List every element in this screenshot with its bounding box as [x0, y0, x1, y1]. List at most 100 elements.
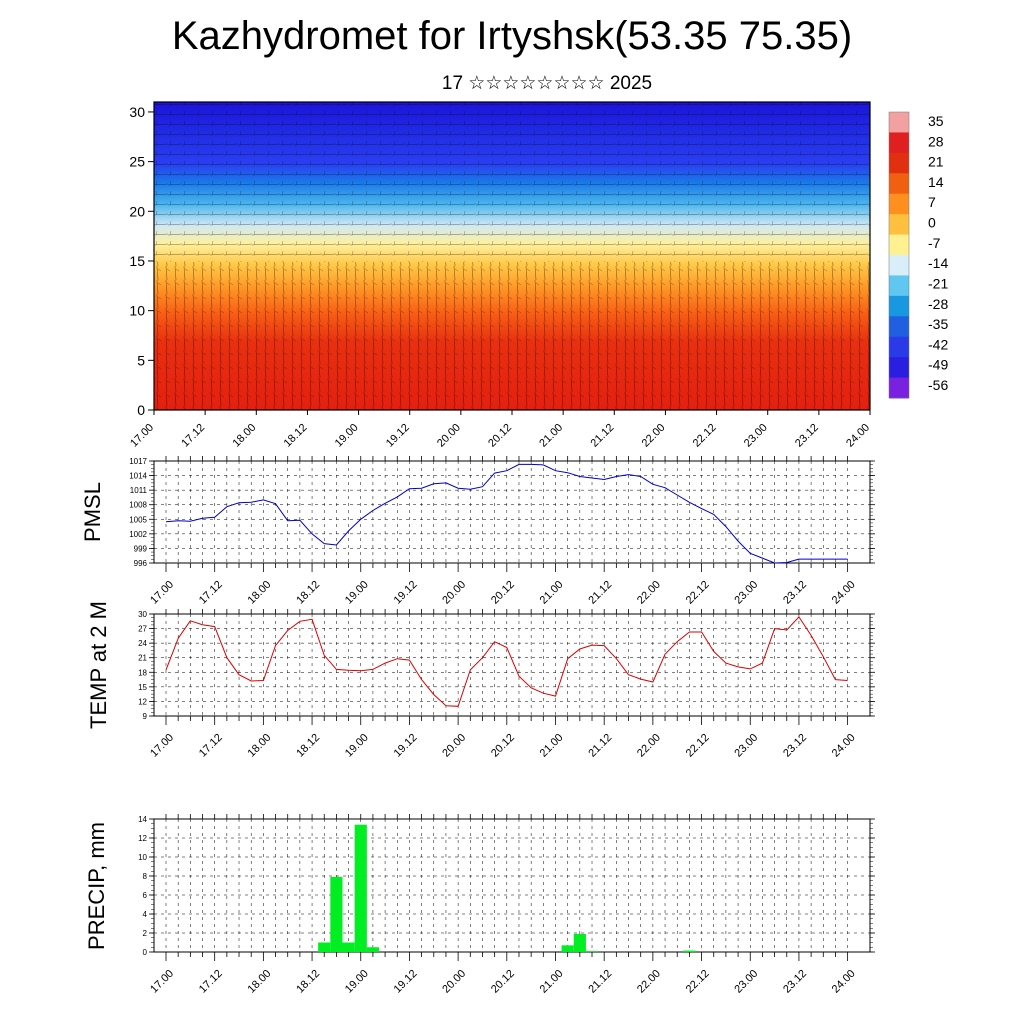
heatmap-xtick-label: 21.12: [588, 422, 616, 450]
temp-ytick-label: 18: [138, 668, 147, 677]
pmsl-xtick-label: 23.12: [781, 579, 809, 607]
heatmap-ytick-label: 25: [129, 154, 145, 170]
precip-ytick-label: 14: [138, 815, 147, 824]
colorbar: 35 28 21 14 7 0 -7 -14 -21 -28 -35 -42 -49 -56: [888, 111, 948, 399]
colorbar-swatch: [889, 132, 909, 154]
precip-bar: [330, 876, 343, 952]
heatmap-ytick-label: 20: [129, 203, 145, 219]
heatmap-wind-barbs-horizontal: [154, 102, 870, 262]
precip-xtick-label: 21.12: [586, 968, 614, 996]
heatmap-ytick-label: 5: [137, 352, 145, 368]
colorbar-label: 0: [928, 215, 936, 231]
heatmap-xtick-label: 20.00: [435, 422, 463, 450]
colorbar-label: -21: [928, 275, 948, 291]
precip-bar: [342, 942, 355, 952]
colorbar-swatch: [889, 316, 909, 338]
colorbar-label: -56: [928, 377, 948, 393]
figure-title: Kazhydromet for Irtyshsk(53.35 75.35): [171, 14, 853, 58]
heatmap-ytick-label: 0: [137, 402, 145, 418]
colorbar-label: 14: [928, 174, 944, 190]
temp-ytick-label: 12: [138, 697, 147, 706]
colorbar-label: -28: [928, 296, 948, 312]
temp-xtick-label: 21.00: [538, 732, 566, 760]
pmsl-ytick-label: 1011: [130, 486, 148, 495]
colorbar-label: -49: [928, 357, 948, 373]
precip-ytick-label: 12: [138, 834, 147, 843]
heatmap-xtick-label: 21.00: [537, 422, 565, 450]
colorbar-frame: [888, 111, 910, 399]
precip-bar: [561, 945, 574, 952]
heatmap-xtick-label: 23.12: [793, 422, 821, 450]
precip-ytick-label: 10: [138, 853, 147, 862]
precip-xtick-label: 23.12: [781, 968, 809, 996]
figure-subtitle: 17 ☆☆☆☆☆☆☆☆ 2025: [441, 73, 653, 94]
precip-xtick-label: 23.00: [732, 968, 760, 996]
precip-ytick-label: 4: [143, 910, 148, 919]
temp-ytick-label: 27: [138, 625, 147, 634]
colorbar-swatch: [889, 275, 909, 297]
colorbar-swatch: [889, 255, 909, 276]
pmsl-xtick-label: 19.00: [343, 579, 371, 607]
precip-bar: [683, 950, 696, 952]
colorbar-swatch: [889, 377, 909, 399]
precip-xtick-label: 24.00: [830, 968, 858, 996]
precip-ytick-label: 6: [143, 891, 148, 900]
heatmap-xtick-label: 23.00: [742, 422, 770, 450]
temp-xtick-label: 22.00: [635, 732, 663, 760]
temp-ytick-label: 21: [138, 654, 147, 663]
precip-ytick-label: 0: [143, 948, 148, 957]
pmsl-xtick-label: 22.00: [635, 579, 663, 607]
pmsl-xtick-label: 21.00: [538, 579, 566, 607]
temp-xtick-label: 23.00: [732, 732, 760, 760]
colorbar-label: 21: [928, 154, 944, 170]
heatmap-xtick-label: 17.00: [128, 422, 156, 450]
pmsl-ylabel: PMSL: [80, 482, 105, 542]
temp-ylabel: TEMP at 2 M: [86, 601, 111, 729]
temp-xtick-label: 17.00: [148, 732, 176, 760]
colorbar-swatch: [889, 295, 909, 317]
temp-xtick-label: 19.00: [343, 732, 371, 760]
pmsl-xtick-label: 22.12: [684, 579, 712, 607]
pmsl-panel: 996 999 1002 1005 1008 1011 1014 1017 17.00 17.12…: [129, 456, 875, 607]
pmsl-xtick-label: 17.00: [148, 579, 176, 607]
heatmap-ytick-label: 15: [129, 253, 145, 269]
precip-xtick-label: 20.12: [489, 968, 517, 996]
pmsl-xtick-label: 17.12: [197, 579, 225, 607]
colorbar-swatch: [889, 234, 909, 256]
heatmap-xtick-label: 20.12: [486, 422, 514, 450]
precip-xtick-label: 22.12: [684, 968, 712, 996]
temp-xtick-label: 23.12: [781, 732, 809, 760]
temp-xtick-label: 21.12: [586, 732, 614, 760]
precip-bar: [354, 824, 367, 952]
heatmap-xtick-label: 22.12: [691, 422, 719, 450]
colorbar-swatch: [889, 173, 909, 195]
precip-xtick-label: 22.00: [635, 968, 663, 996]
precip-bar: [585, 951, 599, 952]
precip-xtick-label: 21.00: [538, 968, 566, 996]
pmsl-xtick-label: 20.12: [489, 579, 517, 607]
heatmap-xtick-label: 22.00: [640, 422, 668, 450]
pmsl-ytick-label: 1014: [129, 472, 147, 481]
heatmap-xtick-label: 18.12: [282, 422, 310, 450]
pmsl-xtick-label: 18.12: [294, 579, 322, 607]
heatmap-xtick-label: 24.00: [844, 422, 872, 450]
pmsl-xtick-label: 21.12: [586, 579, 614, 607]
pmsl-series-line: [165, 463, 848, 564]
pmsl-ytick-label: 1017: [129, 457, 147, 466]
pmsl-ytick-label: 1005: [129, 515, 147, 524]
colorbar-label: 7: [928, 194, 936, 210]
precip-xtick-label: 19.12: [392, 968, 420, 996]
heatmap-xtick-label: 17.12: [179, 422, 207, 450]
pmsl-xtick-label: 19.12: [392, 579, 420, 607]
temp-xtick-label: 20.12: [489, 732, 517, 760]
precip-bar: [318, 942, 331, 952]
colorbar-label: -35: [928, 316, 948, 332]
precip-bar: [573, 933, 586, 952]
pmsl-ytick-label: 1008: [129, 501, 147, 510]
precip-panel: 0 2 4 6 8 10 12 14 17.00 17.12 18.00 18.12 19.00 19.1…: [138, 814, 875, 996]
precip-ylabel: PRECIP, mm: [84, 822, 109, 950]
colorbar-label: -7: [928, 235, 941, 251]
heatmap-xtick-label: 19.12: [384, 422, 412, 450]
